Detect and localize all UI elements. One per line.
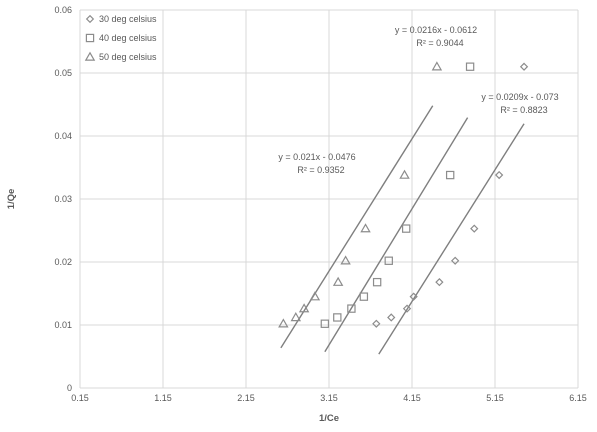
data-point-diamond bbox=[372, 319, 381, 328]
trendline-r2: R² = 0.8823 bbox=[500, 105, 547, 115]
y-tick-label: 0 bbox=[67, 383, 72, 393]
data-point-square bbox=[445, 170, 455, 180]
data-point-square bbox=[359, 292, 369, 301]
data-point-diamond bbox=[402, 304, 412, 313]
legend: 30 deg celsius 40 deg celsius 50 deg celsi… bbox=[84, 14, 157, 62]
legend-label: 50 deg celsius bbox=[99, 52, 157, 62]
label-layer: y = 0.0209x - 0.073 R² = 0.8823 y = 0.0216… bbox=[278, 25, 558, 175]
trendline-equation: y = 0.0209x - 0.073 bbox=[481, 92, 558, 102]
data-point-triangle bbox=[278, 318, 289, 328]
data-point-diamond bbox=[451, 256, 460, 265]
data-point-diamond bbox=[409, 292, 418, 301]
x-tick-label: 1.15 bbox=[154, 393, 172, 403]
x-tick-label: 5.15 bbox=[486, 393, 504, 403]
data-point-triangle bbox=[360, 223, 371, 233]
legend-label: 40 deg celsius bbox=[99, 33, 157, 43]
data-point-triangle bbox=[298, 303, 310, 313]
y-tick-label: 0.05 bbox=[54, 68, 72, 78]
y-tick-label: 0.01 bbox=[54, 320, 72, 330]
data-point-square bbox=[384, 256, 393, 265]
trendline-r2: R² = 0.9044 bbox=[416, 38, 463, 48]
y-tick-label: 0.02 bbox=[54, 257, 72, 267]
data-point-square bbox=[372, 277, 382, 287]
data-point-diamond bbox=[435, 278, 444, 287]
x-tick-label: 3.15 bbox=[320, 393, 338, 403]
data-point-diamond bbox=[470, 224, 479, 233]
data-point-square bbox=[401, 224, 411, 233]
y-tick-label: 0.03 bbox=[54, 194, 72, 204]
x-axis-title: 1/Ce bbox=[319, 413, 339, 424]
y-tick-label: 0.04 bbox=[54, 131, 72, 141]
data-point-triangle bbox=[332, 276, 344, 286]
legend-marker-triangle bbox=[84, 51, 96, 61]
x-tick-label: 6.15 bbox=[569, 393, 587, 403]
x-tick-label: 4.15 bbox=[403, 393, 421, 403]
data-point-triangle bbox=[340, 255, 351, 265]
trendline-r2: R² = 0.9352 bbox=[297, 165, 344, 175]
legend-marker-square bbox=[85, 33, 95, 43]
x-tick-label: 2.15 bbox=[237, 393, 255, 403]
data-point-triangle bbox=[309, 291, 321, 301]
data-point-triangle bbox=[290, 312, 302, 322]
y-axis-title: 1/Qe bbox=[6, 189, 17, 210]
legend-label: 30 deg celsius bbox=[99, 14, 157, 24]
data-point-square bbox=[320, 319, 330, 328]
data-point-triangle bbox=[399, 169, 410, 179]
data-point-diamond bbox=[519, 62, 529, 71]
axis-layer: 0 0.01 0.02 0.03 0.04 0.05 0.06 0.15 1.15 2.15 3.1… bbox=[6, 5, 587, 424]
data-point-diamond bbox=[387, 313, 396, 322]
data-point-square bbox=[333, 313, 342, 322]
trendline-diamond bbox=[378, 123, 525, 355]
x-tick-label: 0.15 bbox=[71, 393, 89, 403]
y-tick-label: 0.06 bbox=[54, 5, 72, 15]
data-point-triangle bbox=[431, 61, 443, 71]
data-point-diamond bbox=[495, 170, 504, 180]
data-point-square bbox=[465, 62, 475, 71]
point-layer bbox=[278, 61, 529, 328]
grid-layer bbox=[79, 9, 579, 389]
data-point-square bbox=[347, 304, 356, 313]
trendline-equation: y = 0.0216x - 0.0612 bbox=[395, 25, 477, 35]
trendline-equation: y = 0.021x - 0.0476 bbox=[278, 152, 355, 162]
legend-marker-diamond bbox=[85, 14, 95, 24]
